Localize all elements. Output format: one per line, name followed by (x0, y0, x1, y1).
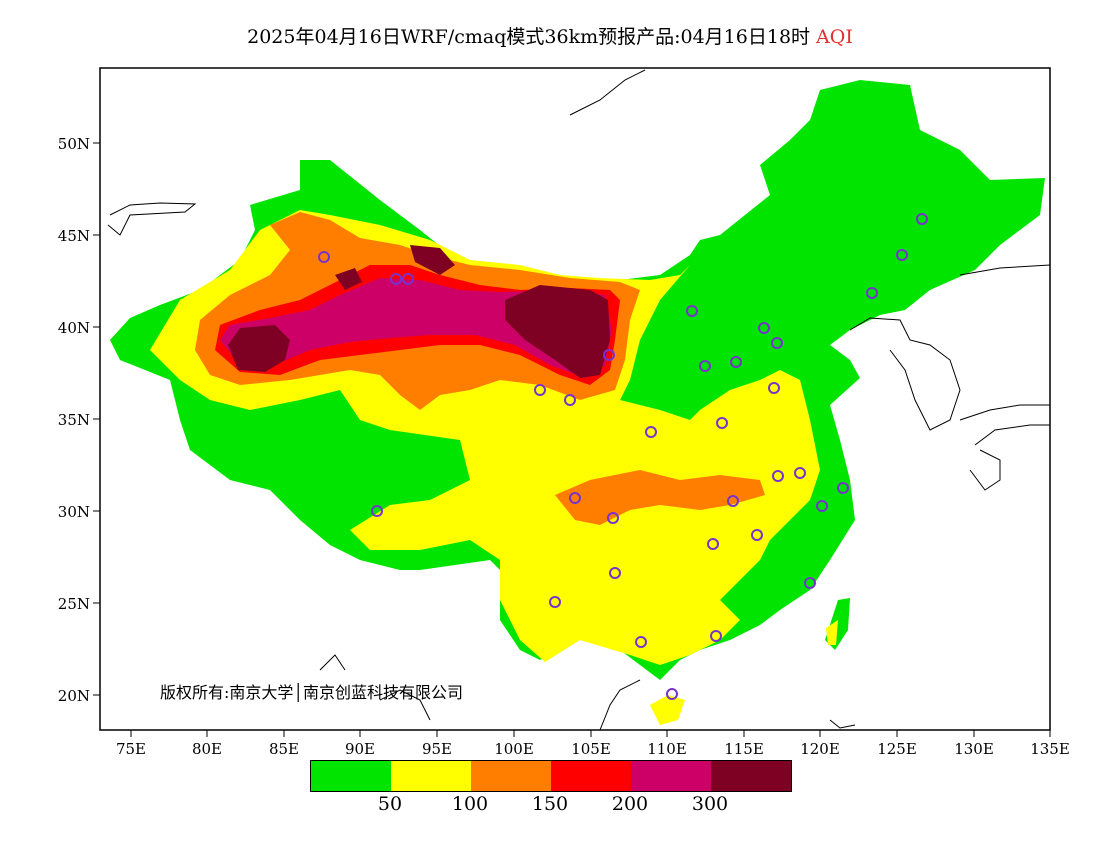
station-marker (916, 213, 928, 225)
station-marker (609, 567, 621, 579)
station-marker (794, 467, 806, 479)
title-text: 2025年04月16日WRF/cmaq模式36km预报产品:04月16日18时 (247, 26, 811, 48)
colorbar-label: 100 (451, 793, 489, 815)
colorbar-label: 300 (691, 793, 729, 815)
lon-label: 75E (116, 740, 146, 758)
lat-label: 30N (58, 503, 90, 521)
station-marker (534, 384, 546, 396)
lat-label: 35N (58, 411, 90, 429)
lat-label: 20N (58, 687, 90, 705)
station-marker (607, 512, 619, 524)
lon-label: 105E (571, 740, 611, 758)
lon-label: 100E (494, 740, 534, 758)
colorbar-swatch (311, 761, 391, 791)
colorbar-label: 50 (377, 793, 403, 815)
station-marker (390, 273, 402, 285)
station-marker (804, 577, 816, 589)
title-highlight: AQI (816, 26, 853, 48)
station-marker (318, 251, 330, 263)
copyright-notice: 版权所有:南京大学│南京创蓝科技有限公司 (160, 683, 464, 702)
lon-label: 95E (422, 740, 452, 758)
lat-label: 45N (58, 227, 90, 245)
colorbar-swatch (391, 761, 471, 791)
station-marker (727, 495, 739, 507)
station-marker (645, 426, 657, 438)
coastlines (107, 69, 1051, 731)
station-marker (771, 337, 783, 349)
lat-label: 25N (58, 595, 90, 613)
station-marker (730, 356, 742, 368)
lat-labels: 50N 45N 40N 35N 30N 25N 20N (58, 135, 90, 705)
station-marker (699, 360, 711, 372)
station-marker (710, 630, 722, 642)
lon-label: 90E (345, 740, 375, 758)
lon-label: 135E (1030, 740, 1070, 758)
station-marker (866, 287, 878, 299)
station-marker (371, 505, 383, 517)
lon-label: 80E (192, 740, 222, 758)
lon-label: 115E (724, 740, 764, 758)
station-marker (564, 394, 576, 406)
lat-ticks (93, 142, 100, 696)
colorbar-swatch (711, 761, 791, 791)
station-marker (751, 529, 763, 541)
station-marker (686, 305, 698, 317)
colorbar-swatch (471, 761, 551, 791)
colorbar-swatch (551, 761, 631, 791)
colorbar-label: 150 (531, 793, 569, 815)
station-marker (666, 688, 678, 700)
station-marker (768, 382, 780, 394)
hainan-island (650, 695, 685, 725)
station-marker (603, 349, 615, 361)
station-marker (402, 273, 414, 285)
lon-label: 85E (269, 740, 299, 758)
station-marker (569, 492, 581, 504)
station-marker (896, 249, 908, 261)
region-usg-south (555, 470, 765, 525)
station-marker (635, 636, 647, 648)
station-markers (318, 213, 928, 700)
lon-label: 125E (877, 740, 917, 758)
region-hazardous-east (505, 285, 610, 378)
plot-frame (99, 67, 1051, 731)
station-marker (772, 470, 784, 482)
lon-label: 120E (800, 740, 840, 758)
lat-label: 50N (58, 135, 90, 153)
lon-labels: 75E 80E 85E 90E 95E 100E 105E 110E 115E … (116, 740, 1070, 758)
region-hazardous-mid (335, 268, 362, 290)
station-marker (816, 500, 828, 512)
station-marker (758, 322, 770, 334)
colorbar-label: 200 (611, 793, 649, 815)
region-hazardous-north (410, 245, 455, 275)
station-marker (716, 417, 728, 429)
lat-label: 40N (58, 319, 90, 337)
region-hazardous-west (228, 325, 290, 372)
lon-label: 110E (647, 740, 687, 758)
aqi-colorbar (310, 760, 792, 792)
lon-ticks (130, 730, 1051, 737)
station-marker (707, 538, 719, 550)
station-marker (837, 482, 849, 494)
lon-label: 130E (954, 740, 994, 758)
taiwan-yellow (826, 620, 838, 645)
station-marker (549, 596, 561, 608)
colorbar-swatch (631, 761, 711, 791)
map-title: 2025年04月16日WRF/cmaq模式36km预报产品:04月16日18时 A… (0, 22, 1100, 49)
